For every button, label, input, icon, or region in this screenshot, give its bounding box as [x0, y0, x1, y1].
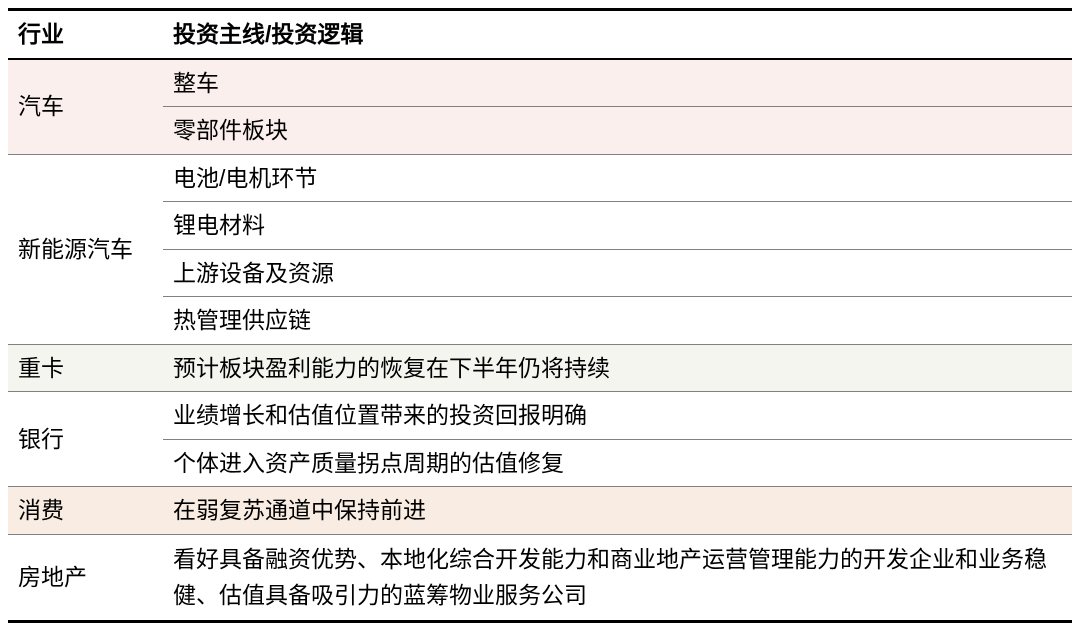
logic-cell: 上游设备及资源 — [163, 249, 1072, 297]
table-row: 上游设备及资源 — [8, 249, 1072, 297]
logic-cell: 零部件板块 — [163, 107, 1072, 155]
logic-cell: 在弱复苏通道中保持前进 — [163, 487, 1072, 535]
industry-cell: 重卡 — [8, 344, 163, 392]
table-row: 锂电材料 — [8, 202, 1072, 250]
logic-cell: 电池/电机环节 — [163, 154, 1072, 202]
industry-cell: 消费 — [8, 487, 163, 535]
table-row: 个体进入资产质量拐点周期的估值修复 — [8, 439, 1072, 487]
col-header-industry: 行业 — [8, 10, 163, 59]
logic-cell: 个体进入资产质量拐点周期的估值修复 — [163, 439, 1072, 487]
logic-cell: 业绩增长和估值位置带来的投资回报明确 — [163, 392, 1072, 440]
table-row: 重卡预计板块盈利能力的恢复在下半年仍将持续 — [8, 344, 1072, 392]
table-row: 汽车整车 — [8, 59, 1072, 107]
industry-cell: 房地产 — [8, 534, 163, 622]
industry-cell: 银行 — [8, 392, 163, 487]
logic-cell: 热管理供应链 — [163, 297, 1072, 345]
logic-cell: 看好具备融资优势、本地化综合开发能力和商业地产运营管理能力的开发企业和业务稳健、… — [163, 534, 1072, 622]
logic-cell: 整车 — [163, 59, 1072, 107]
investment-table: 行业 投资主线/投资逻辑 汽车整车零部件板块新能源汽车电池/电机环节锂电材料上游… — [8, 8, 1072, 623]
logic-cell: 锂电材料 — [163, 202, 1072, 250]
table-header-row: 行业 投资主线/投资逻辑 — [8, 10, 1072, 59]
logic-cell: 预计板块盈利能力的恢复在下半年仍将持续 — [163, 344, 1072, 392]
table-row: 新能源汽车电池/电机环节 — [8, 154, 1072, 202]
table-row: 消费在弱复苏通道中保持前进 — [8, 487, 1072, 535]
industry-cell: 汽车 — [8, 59, 163, 155]
table-row: 银行业绩增长和估值位置带来的投资回报明确 — [8, 392, 1072, 440]
table-row: 零部件板块 — [8, 107, 1072, 155]
table-row: 热管理供应链 — [8, 297, 1072, 345]
industry-cell: 新能源汽车 — [8, 154, 163, 344]
col-header-logic: 投资主线/投资逻辑 — [163, 10, 1072, 59]
table-row: 房地产看好具备融资优势、本地化综合开发能力和商业地产运营管理能力的开发企业和业务… — [8, 534, 1072, 622]
